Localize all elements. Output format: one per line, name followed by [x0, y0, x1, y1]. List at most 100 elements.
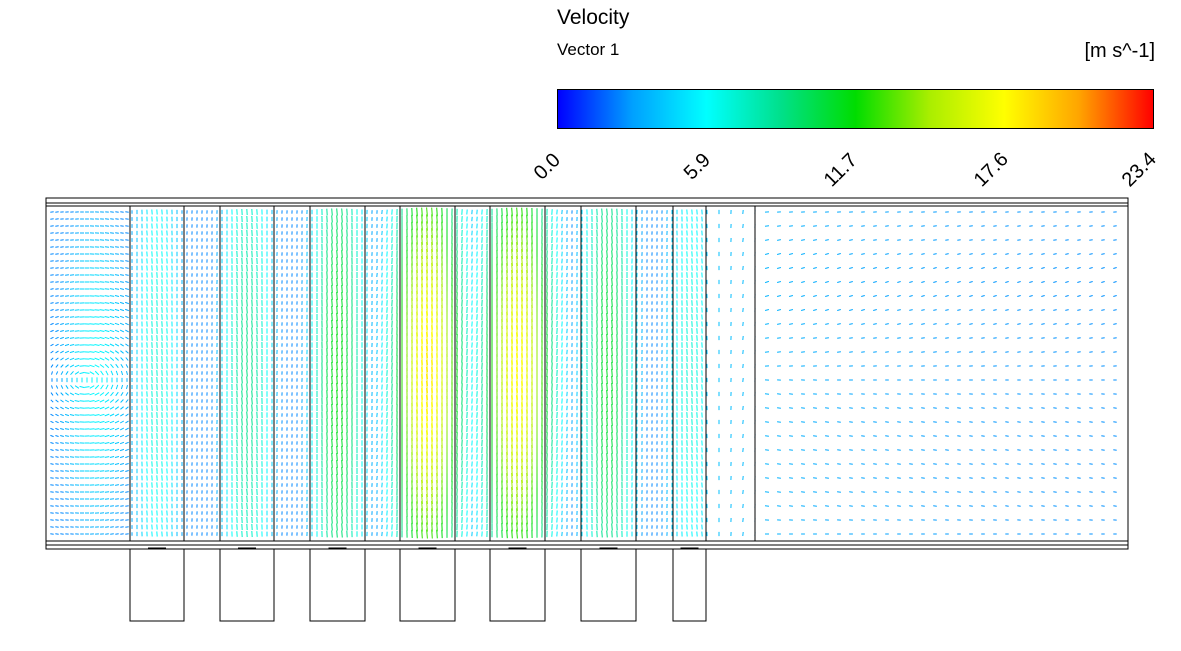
- velocity-vector: [55, 364, 59, 368]
- velocity-vector: [50, 449, 54, 451]
- velocity-vector: [341, 264, 343, 272]
- velocity-vector: [341, 509, 343, 517]
- velocity-vector: [516, 465, 518, 477]
- velocity-vector: [431, 269, 433, 281]
- velocity-vector: [114, 295, 120, 297]
- velocity-vector: [421, 214, 423, 224]
- velocity-vector: [50, 392, 54, 396]
- velocity-vector: [336, 312, 338, 322]
- velocity-vector: [521, 297, 523, 309]
- velocity-vector: [426, 423, 428, 435]
- velocity-vector: [431, 472, 433, 484]
- velocity-vector: [421, 262, 423, 274]
- velocity-vector: [115, 505, 119, 507]
- velocity-vector: [246, 299, 248, 307]
- velocity-vector: [341, 495, 343, 503]
- velocity-vector: [50, 329, 54, 333]
- velocity-vector: [114, 336, 120, 340]
- velocity-vector: [125, 505, 129, 507]
- velocity-vector: [55, 413, 59, 417]
- velocity-vector: [426, 332, 428, 344]
- velocity-vector: [511, 416, 513, 428]
- velocity-vector: [421, 437, 423, 449]
- velocity-vector: [516, 255, 518, 267]
- velocity-vector: [246, 446, 248, 454]
- velocity-vector: [516, 522, 518, 532]
- velocity-vector: [246, 285, 248, 293]
- velocity-vector: [511, 235, 513, 245]
- velocity-vector: [511, 451, 513, 463]
- velocity-vector: [341, 438, 343, 448]
- velocity-vector: [115, 253, 119, 255]
- velocity-vector: [421, 255, 423, 267]
- velocity-vector: [125, 211, 129, 213]
- velocity-vector: [94, 414, 100, 416]
- velocity-vector: [64, 309, 70, 311]
- velocity-vector: [120, 391, 124, 397]
- velocity-vector: [521, 444, 523, 456]
- velocity-vector: [516, 494, 518, 504]
- velocity-vector: [99, 336, 105, 340]
- velocity-vector: [60, 364, 64, 368]
- velocity-vector: [125, 420, 129, 424]
- velocity-vector: [331, 488, 333, 496]
- velocity-vector: [60, 295, 64, 297]
- velocity-vector: [64, 413, 70, 417]
- velocity-vector: [431, 262, 433, 274]
- velocity-vector: [69, 316, 75, 318]
- velocity-vector: [120, 491, 124, 493]
- velocity-vector: [516, 346, 518, 358]
- velocity-vector: [120, 350, 124, 354]
- velocity-vector: [50, 442, 54, 444]
- velocity-vector: [426, 373, 428, 387]
- velocity-vector: [94, 309, 100, 311]
- velocity-vector: [336, 396, 338, 406]
- velocity-vector: [115, 260, 119, 262]
- velocity-vector: [50, 420, 54, 424]
- velocity-vector: [74, 392, 80, 396]
- velocity-vector: [431, 248, 433, 260]
- velocity-vector: [125, 519, 129, 521]
- velocity-vector: [74, 371, 80, 375]
- velocity-vector: [246, 425, 248, 433]
- velocity-vector: [109, 329, 115, 333]
- velocity-vector: [99, 302, 105, 304]
- velocity-vector: [341, 347, 343, 357]
- velocity-vector: [60, 336, 64, 340]
- velocity-vector: [416, 529, 418, 539]
- velocity-vector: [109, 322, 115, 326]
- velocity-vector: [94, 421, 100, 423]
- velocity-vector: [241, 327, 243, 335]
- velocity-vector: [60, 350, 64, 354]
- velocity-vector: [511, 276, 513, 288]
- velocity-vector: [50, 477, 54, 479]
- velocity-vector: [115, 512, 119, 514]
- velocity-vector: [94, 350, 100, 354]
- velocity-vector: [109, 267, 115, 269]
- velocity-vector: [50, 295, 54, 297]
- velocity-vector: [55, 371, 59, 375]
- velocity-vector: [100, 370, 104, 376]
- velocity-vector: [60, 392, 64, 396]
- velocity-vector: [516, 416, 518, 428]
- velocity-vector: [94, 337, 100, 339]
- velocity-vector: [431, 228, 433, 238]
- velocity-vector: [89, 392, 95, 396]
- velocity-vector: [511, 508, 513, 518]
- velocity-vector: [125, 512, 129, 514]
- velocity-vector: [104, 322, 110, 326]
- velocity-vector: [421, 479, 423, 491]
- velocity-vector: [109, 470, 115, 472]
- velocity-vector: [521, 276, 523, 288]
- velocity-vector: [125, 434, 129, 438]
- velocity-vector: [516, 269, 518, 281]
- velocity-vector: [94, 323, 100, 325]
- velocity-vector: [336, 319, 338, 329]
- velocity-vector: [521, 430, 523, 442]
- velocity-vector: [341, 236, 343, 244]
- velocity-vector: [516, 339, 518, 351]
- velocity-vector: [115, 491, 119, 493]
- velocity-vector: [60, 413, 64, 417]
- velocity-vector: [104, 484, 110, 486]
